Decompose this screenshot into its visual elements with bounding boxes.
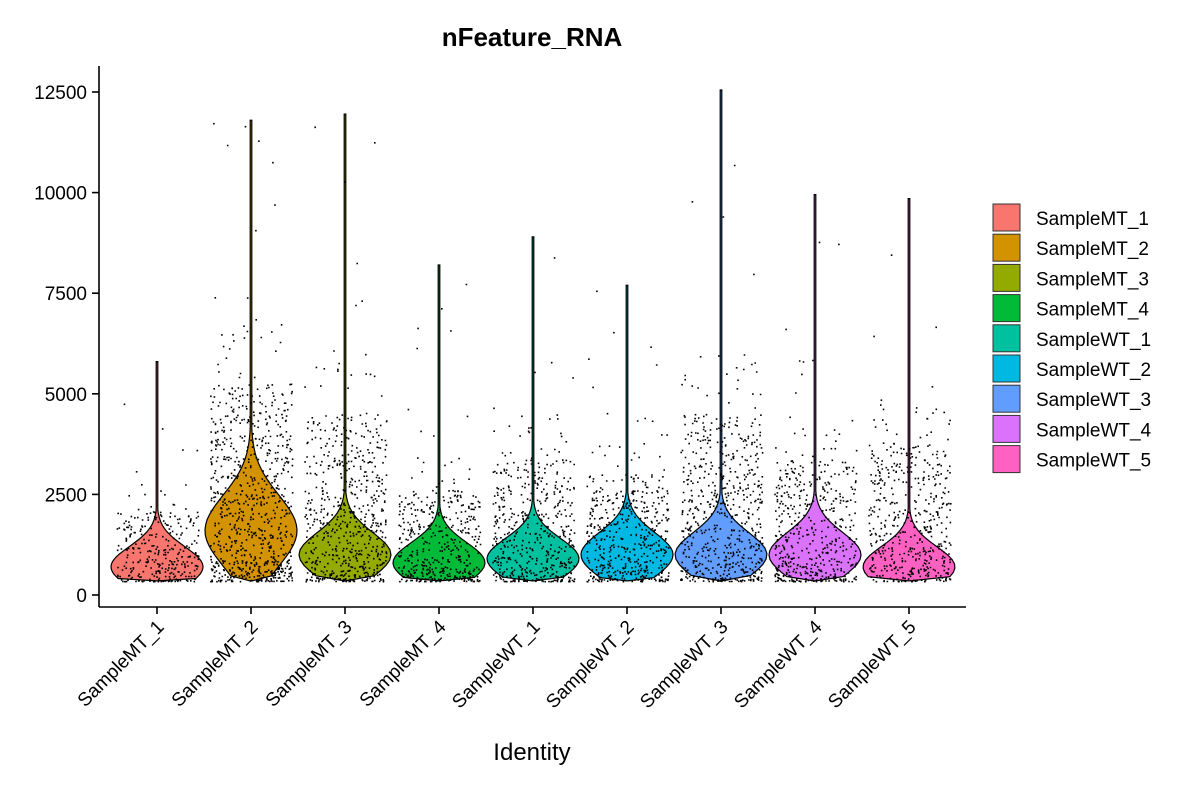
y-tick-label: 5000: [45, 385, 87, 406]
y-tick-label: 7500: [45, 284, 87, 305]
legend: SampleMT_1 SampleMT_2 SampleMT_3 SampleMT_4…: [992, 203, 1152, 474]
points-layer: [116, 122, 952, 583]
violin-SampleWT_1: [486, 236, 580, 582]
y-tick-label: 2500: [45, 485, 87, 506]
points-SampleMT_1: [116, 403, 200, 583]
violin-SampleMT_3: [298, 113, 392, 582]
x-tick-label: SampleMT_1: [74, 617, 169, 712]
chart-title: nFeature_RNA: [442, 22, 623, 52]
violin-SampleWT_3: [674, 89, 768, 582]
y-ticks: 0 2500 5000 7500 10000 12500: [34, 83, 99, 607]
violins-layer: [110, 89, 956, 582]
x-axis-title: Identity: [493, 739, 570, 766]
violin-SampleWT_5: [862, 198, 956, 582]
legend-swatch: [992, 354, 1021, 383]
legend-label: SampleMT_3: [1036, 269, 1149, 290]
legend-swatch: [992, 384, 1021, 413]
legend-swatch: [992, 203, 1021, 232]
x-tick-label: SampleWT_1: [448, 617, 544, 713]
y-tick-label: 12500: [34, 83, 87, 104]
y-tick-label: 0: [76, 586, 87, 607]
legend-label: SampleWT_4: [1036, 420, 1152, 441]
legend-label: SampleMT_2: [1036, 239, 1149, 260]
legend-swatch: [992, 414, 1021, 443]
legend-label: SampleWT_3: [1036, 390, 1151, 411]
violin-SampleMT_2: [204, 119, 298, 582]
x-tick-label: SampleWT_4: [730, 616, 827, 713]
legend-swatch: [992, 294, 1021, 323]
violin-SampleWT_2: [580, 284, 674, 582]
points-SampleMT_3: [304, 126, 388, 583]
y-tick-label: 10000: [34, 184, 87, 205]
legend-swatch: [992, 263, 1021, 292]
violin-SampleWT_4: [768, 194, 862, 582]
violin-SampleMT_4: [392, 264, 486, 582]
x-tick-label: SampleWT_3: [636, 617, 732, 713]
x-tick-label: SampleWT_5: [824, 617, 920, 713]
legend-swatch: [992, 324, 1021, 353]
legend-label: SampleWT_5: [1036, 451, 1151, 472]
x-tick-label: SampleMT_3: [262, 617, 357, 712]
legend-label: SampleMT_4: [1036, 300, 1149, 321]
x-tick-label: SampleWT_2: [542, 617, 638, 713]
legend-label: SampleWT_1: [1036, 330, 1151, 351]
legend-swatch: [992, 233, 1021, 262]
x-tick-label: SampleMT_4: [356, 616, 451, 711]
violin-SampleMT_1: [110, 361, 204, 582]
x-ticks: SampleMT_1 SampleMT_2 SampleMT_3 SampleMT_4…: [74, 607, 921, 713]
legend-label: SampleWT_2: [1036, 360, 1151, 381]
legend-swatch: [992, 445, 1021, 474]
legend-label: SampleMT_1: [1036, 209, 1149, 230]
x-tick-label: SampleMT_2: [168, 617, 263, 712]
